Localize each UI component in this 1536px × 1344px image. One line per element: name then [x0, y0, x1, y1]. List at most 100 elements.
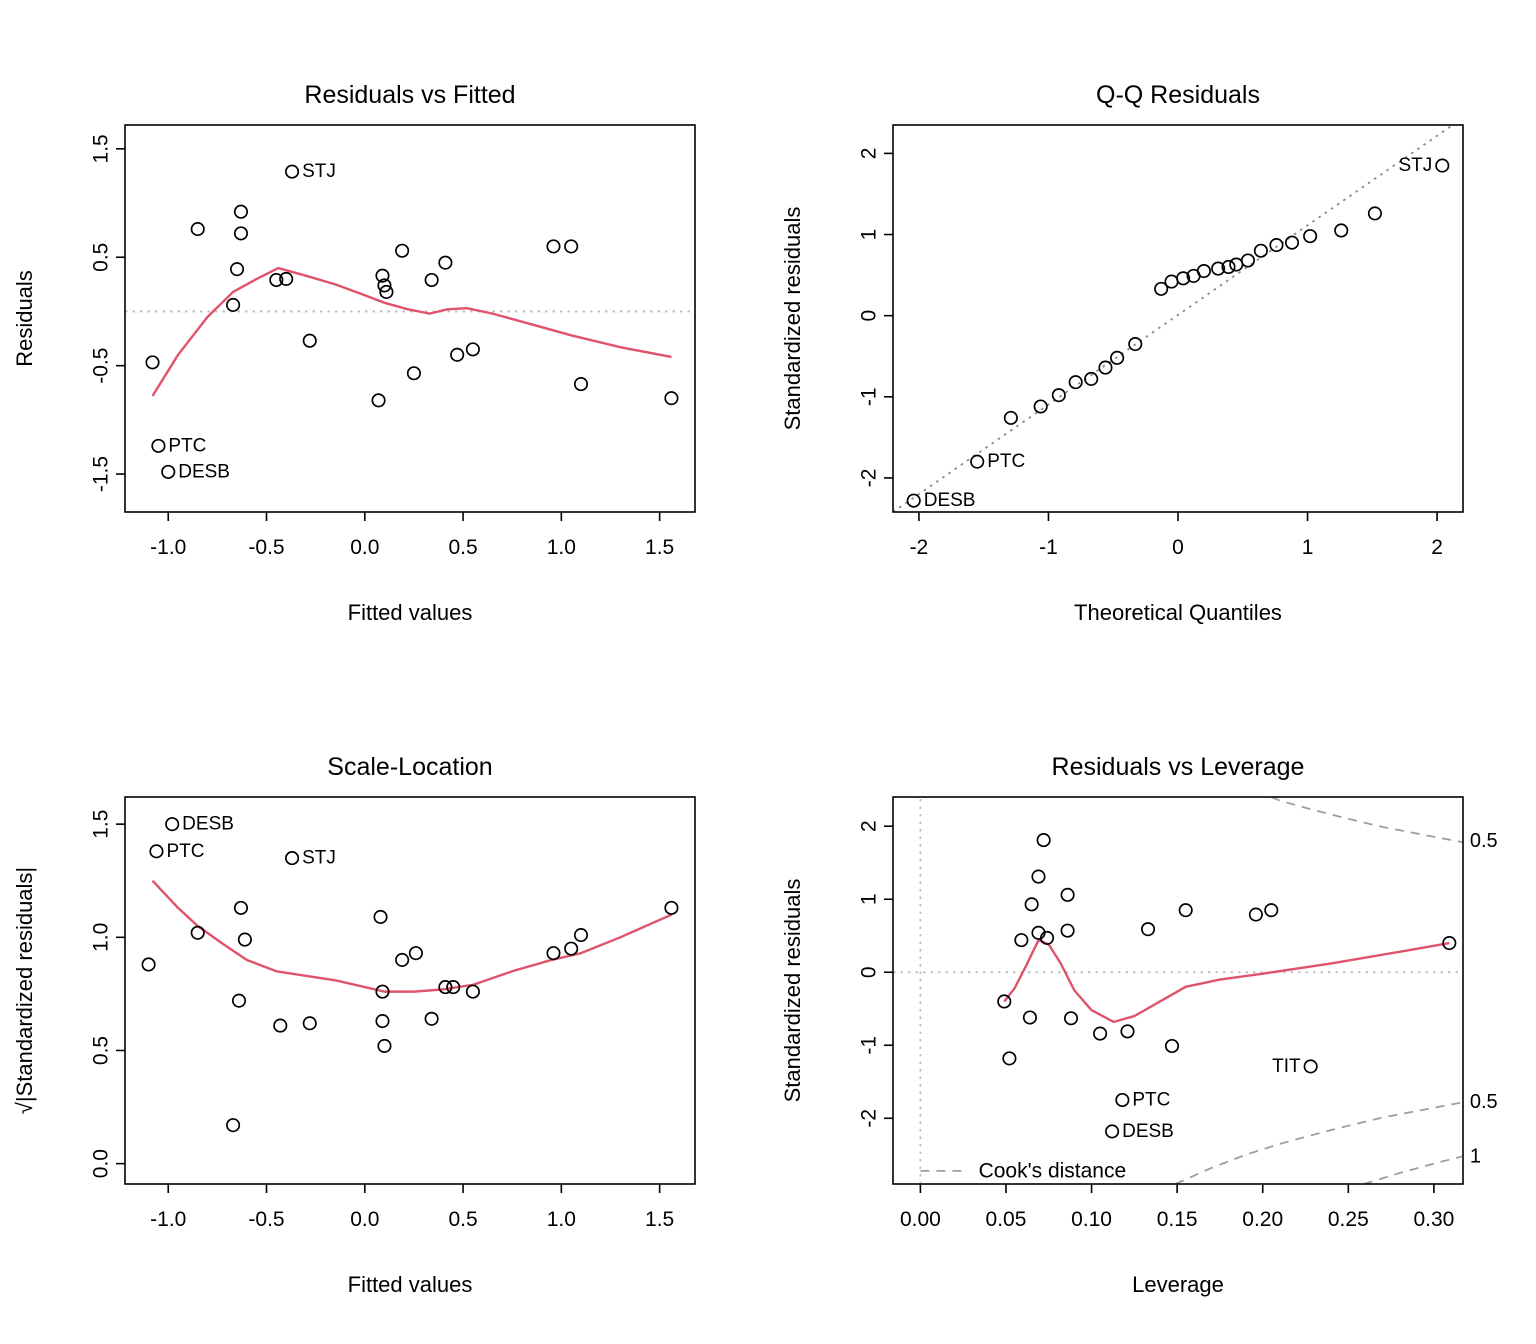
data-point: [1115, 1092, 1130, 1108]
point-label: TIT: [1272, 1056, 1301, 1077]
plot-box: [892, 124, 1464, 513]
data-point: [1036, 833, 1051, 848]
annotation-text: Cook's distance: [979, 1159, 1127, 1182]
data-point: [1003, 410, 1018, 425]
point-label: DESB: [178, 461, 230, 482]
axes: -1.0 -0.5 0.0 0.5 1.0 1.5 0.0 0.5 1.0 1.5: [90, 810, 675, 1231]
data-point: [375, 268, 390, 283]
y-tick-label: -2: [858, 469, 881, 488]
data-point: [233, 226, 249, 241]
labeled-point-desb: DESB: [906, 490, 975, 511]
point-label: STJ: [302, 848, 336, 869]
data-point: [371, 393, 386, 408]
labeled-point-stj: STJ: [1398, 155, 1450, 176]
x-tick-label: 2: [1431, 536, 1443, 559]
data-point: [395, 243, 410, 258]
data-point: [408, 946, 423, 961]
data-point: [1068, 375, 1083, 390]
y-axis-title: Standardized residuals: [780, 207, 805, 431]
y-tick-label: -1.5: [90, 456, 113, 492]
data-point: [379, 284, 394, 299]
data-point: [395, 952, 410, 967]
data-point: [1031, 869, 1046, 884]
x-tick-label: -0.5: [248, 536, 284, 559]
data-point: [1221, 259, 1236, 275]
data-point: [997, 994, 1012, 1009]
loess-smooth: [151, 879, 672, 993]
point-label: PTC: [168, 435, 206, 456]
data-point: [1303, 229, 1318, 244]
point-label: PTC: [987, 451, 1025, 472]
y-tick-label: 0: [858, 966, 881, 978]
chart-scale-location: DESB PTC STJ -1.0 -0.5 0.0 0.5 1.0 1.5 0.0 0.5 1.0 1…: [12, 753, 696, 1297]
data-point: [406, 366, 421, 381]
axes: -1.0 -0.5 0.0 0.5 1.0 1.5 -1.5 -0.5 0.5 1.5: [90, 134, 675, 559]
labeled-point-desb: DESB: [1105, 1121, 1174, 1142]
data-point: [233, 204, 249, 219]
data-point: [1051, 388, 1066, 403]
x-tick-label: -0.5: [248, 1208, 284, 1231]
data-point: [424, 272, 439, 288]
data-point: [446, 980, 461, 995]
data-point: [141, 957, 156, 972]
data-point: [1002, 1051, 1017, 1066]
y-tick-label: 0.5: [90, 1036, 113, 1065]
data-point: [375, 984, 390, 999]
plot-lines: [893, 797, 1463, 1184]
y-tick-label: 1.0: [90, 923, 113, 952]
x-tick-label: 0: [1172, 536, 1184, 559]
data-point: [1211, 261, 1226, 276]
data-point: [1120, 1024, 1135, 1039]
labeled-point-ptc: PTC: [1115, 1090, 1170, 1111]
data-point: [1128, 337, 1143, 352]
plot-lines: [893, 125, 1454, 512]
data-point: [564, 239, 579, 254]
data-point: [1284, 235, 1300, 250]
plot-box: [124, 796, 696, 1185]
data-point: [373, 909, 388, 924]
x-tick-label: 1.5: [645, 1208, 674, 1231]
data-point: [573, 377, 589, 392]
y-tick-label: 1: [858, 229, 881, 241]
data-point: [1178, 903, 1193, 918]
x-tick-label: -1.0: [150, 1208, 186, 1231]
x-tick-label: 0.10: [1071, 1208, 1112, 1231]
data-point: [161, 464, 176, 479]
data-point: [1098, 360, 1113, 375]
data-point: [1105, 1124, 1120, 1139]
data-points: [141, 900, 679, 1133]
axes: -2 -1 0 1 2 -2 -1 0 1 2: [858, 148, 1443, 559]
data-point: [279, 271, 294, 286]
x-tick-label: 0.0: [350, 536, 379, 559]
data-point: [1229, 257, 1244, 272]
annotation-text: 0.5: [1470, 830, 1498, 852]
chart-residuals-vs-fitted: STJ PTC DESB -1.0 -0.5 0.0 0.5 1.0 1.5 -1.5 -0.5 0.…: [12, 81, 696, 625]
y-tick-label: 0.0: [90, 1149, 113, 1178]
chart-qq-residuals: STJ PTC DESB -2 -1 0 1 2 -2 -1 0 1 2 Q-Q Residuals The…: [780, 81, 1464, 625]
data-point: [237, 932, 252, 947]
data-point: [375, 1014, 390, 1029]
x-tick-label: -1.0: [150, 536, 186, 559]
data-point: [465, 342, 480, 357]
y-tick-label: 0: [858, 310, 881, 322]
point-label: STJ: [302, 161, 336, 182]
x-tick-label: 0.0: [350, 1208, 379, 1231]
labeled-point-ptc: PTC: [151, 435, 206, 456]
data-point: [438, 980, 453, 995]
y-tick-label: 1: [858, 893, 881, 905]
data-point: [1248, 907, 1263, 922]
plot-box: [892, 796, 1464, 1185]
data-point: [1269, 238, 1284, 253]
qq-line: [893, 125, 1454, 512]
labeled-point-desb: DESB: [165, 814, 234, 835]
cook-contour-05-top: [1270, 797, 1463, 844]
labeled-point-tit: TIT: [1272, 1056, 1318, 1077]
x-tick-label: 1: [1302, 536, 1314, 559]
panel-title: Residuals vs Leverage: [1052, 753, 1305, 781]
data-point: [1176, 271, 1191, 286]
x-axis-title: Fitted values: [348, 1272, 473, 1297]
data-points: [1003, 206, 1382, 425]
chart-residuals-vs-leverage: TIT PTC DESB 0.5 0.5 1 Cook's distance 0.00 0.05…: [780, 753, 1498, 1297]
data-point: [1164, 1038, 1180, 1054]
